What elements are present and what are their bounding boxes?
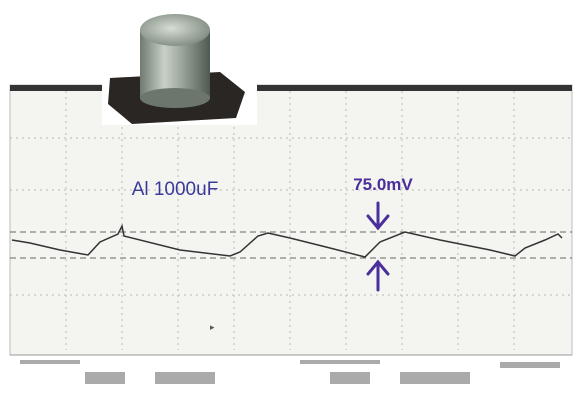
ripple-label: 75.0mV [353,175,413,194]
readout-smudges [20,360,560,384]
measure-arrows [366,201,390,292]
screen-top-border [10,85,572,91]
scope-display: ▸ [9,84,573,384]
component-label: Al 1000uF [132,179,219,200]
scope-readout: ▸ [210,322,215,332]
capacitor-bottom-edge [140,88,210,108]
screen [9,84,573,356]
waveform [11,223,563,258]
capacitor-image [102,10,257,125]
capacitor-top [140,14,210,46]
grid [10,91,572,350]
